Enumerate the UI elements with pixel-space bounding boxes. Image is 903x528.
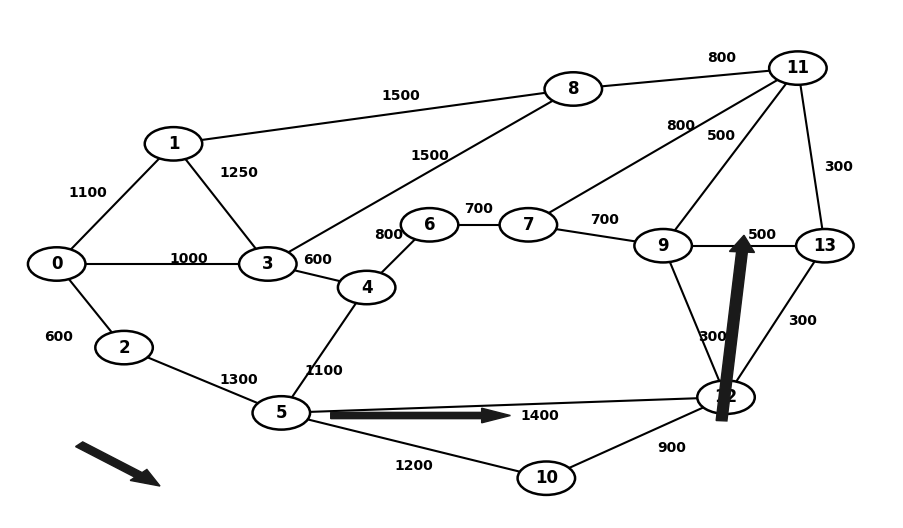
Text: 13: 13 [813, 237, 835, 254]
Text: 600: 600 [303, 253, 331, 267]
Text: 500: 500 [747, 228, 776, 242]
Text: 1000: 1000 [170, 252, 209, 266]
Text: 6: 6 [424, 216, 435, 234]
Circle shape [634, 229, 691, 262]
Text: 2: 2 [118, 338, 130, 356]
Text: 4: 4 [360, 278, 372, 297]
Text: 1200: 1200 [394, 459, 433, 474]
Text: 12: 12 [713, 388, 737, 406]
Text: 8: 8 [567, 80, 579, 98]
FancyArrow shape [715, 235, 754, 421]
FancyArrow shape [76, 442, 160, 486]
Text: 700: 700 [464, 202, 493, 216]
Text: 700: 700 [590, 213, 619, 227]
Text: 300: 300 [697, 330, 726, 344]
Text: 11: 11 [786, 59, 808, 77]
Text: 1300: 1300 [219, 373, 257, 387]
FancyArrow shape [330, 408, 510, 423]
Text: 3: 3 [262, 255, 274, 273]
Text: 1500: 1500 [410, 148, 449, 163]
Text: 900: 900 [657, 441, 685, 455]
Text: 800: 800 [374, 228, 403, 242]
Circle shape [95, 331, 153, 364]
Circle shape [338, 271, 395, 304]
Text: 5: 5 [275, 404, 287, 422]
Text: 800: 800 [706, 51, 735, 64]
Text: 300: 300 [823, 161, 852, 174]
Circle shape [28, 247, 86, 281]
Text: 7: 7 [522, 216, 534, 234]
Circle shape [796, 229, 852, 262]
Circle shape [544, 72, 601, 106]
Text: 1: 1 [168, 135, 179, 153]
Text: 600: 600 [44, 330, 73, 344]
Text: 1500: 1500 [380, 89, 419, 102]
Circle shape [499, 208, 556, 241]
Text: 0: 0 [51, 255, 62, 273]
Text: 800: 800 [666, 119, 694, 133]
Text: 1100: 1100 [304, 364, 343, 378]
Text: 10: 10 [535, 469, 557, 487]
Text: 300: 300 [787, 315, 816, 328]
Text: 500: 500 [706, 129, 735, 143]
Text: 1250: 1250 [219, 166, 257, 180]
Circle shape [238, 247, 296, 281]
Circle shape [252, 396, 310, 430]
Circle shape [768, 51, 825, 85]
Text: 1400: 1400 [519, 409, 558, 422]
Text: 9: 9 [656, 237, 668, 254]
Text: 1100: 1100 [69, 186, 107, 201]
Circle shape [696, 381, 754, 414]
Circle shape [517, 461, 574, 495]
Circle shape [400, 208, 458, 241]
Circle shape [144, 127, 202, 161]
